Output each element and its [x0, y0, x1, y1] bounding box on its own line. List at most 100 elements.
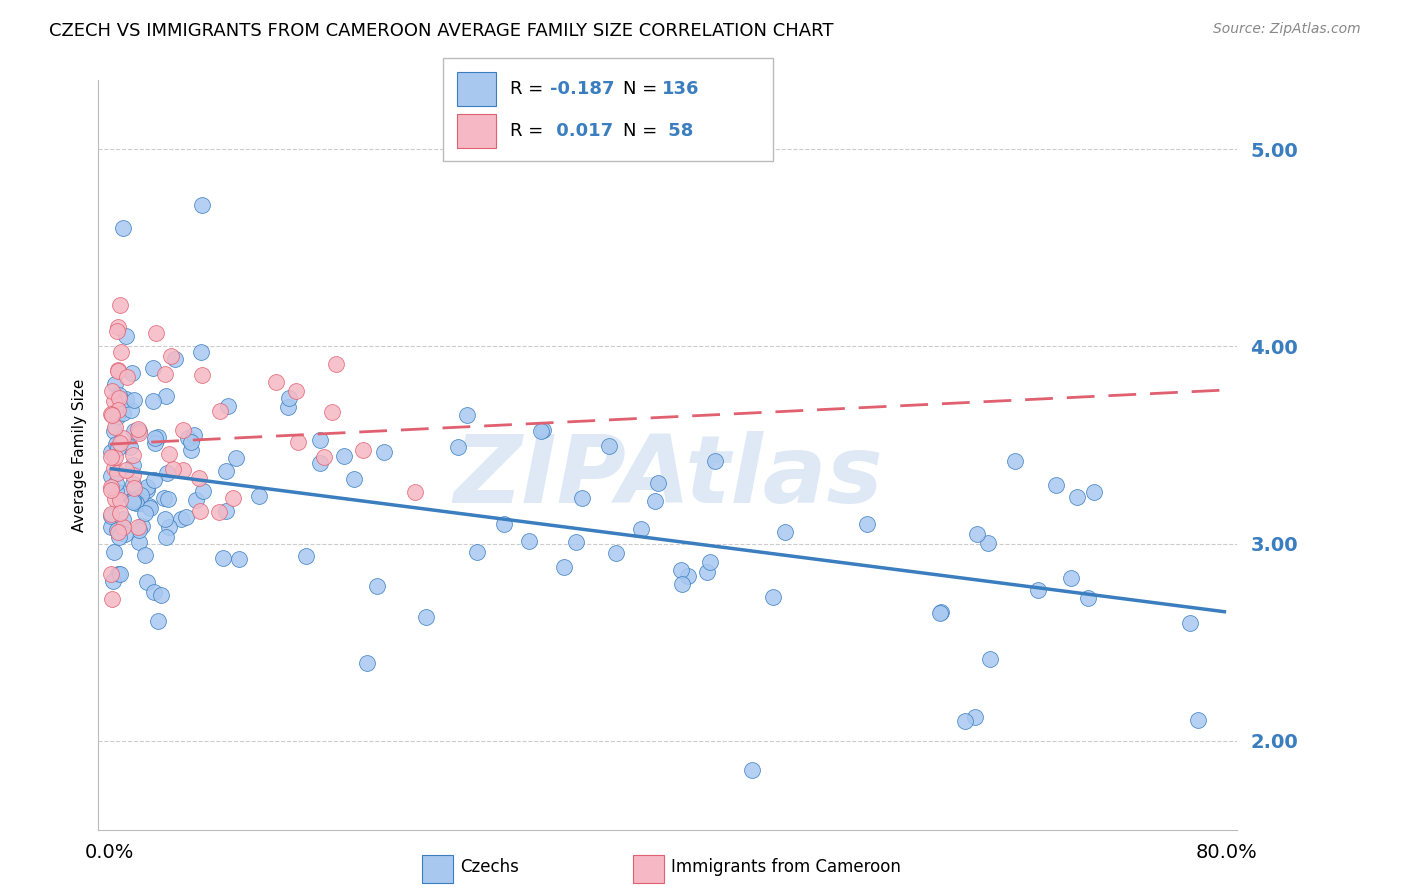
Point — [217, 400, 239, 414]
Point — [221, 491, 243, 506]
Point — [530, 425, 553, 439]
Point — [105, 409, 128, 424]
Point — [170, 512, 193, 526]
Point — [107, 567, 129, 582]
Point — [135, 479, 157, 493]
Point — [285, 384, 308, 399]
Point — [111, 486, 134, 500]
Point — [215, 504, 238, 518]
Point — [180, 442, 202, 457]
Point — [127, 422, 149, 436]
Text: 58: 58 — [662, 122, 693, 140]
Point — [856, 516, 879, 531]
Point — [103, 424, 125, 438]
Point — [110, 436, 132, 450]
Point — [117, 370, 139, 384]
Point — [139, 500, 162, 515]
Point — [107, 363, 129, 377]
Point — [101, 384, 124, 399]
Point — [699, 555, 721, 569]
Point — [671, 577, 693, 591]
Point — [553, 559, 575, 574]
Point — [105, 483, 128, 498]
Point — [531, 423, 554, 437]
Point — [108, 297, 131, 311]
Text: Source: ZipAtlas.com: Source: ZipAtlas.com — [1213, 22, 1361, 37]
Point — [143, 473, 166, 487]
Point — [1187, 713, 1209, 727]
Point — [100, 567, 122, 582]
Point — [215, 464, 238, 478]
Point — [108, 391, 131, 405]
Point — [571, 491, 593, 505]
Point — [494, 517, 516, 532]
Point — [108, 493, 131, 508]
Point — [277, 401, 299, 415]
Point — [101, 574, 124, 588]
Point — [122, 458, 145, 472]
Point — [180, 435, 202, 450]
Text: 136: 136 — [662, 80, 700, 98]
Point — [101, 408, 124, 422]
Point — [1083, 485, 1105, 500]
Point — [107, 403, 129, 417]
Point — [111, 221, 134, 235]
Point — [309, 433, 332, 447]
Point — [929, 607, 952, 621]
Point — [129, 487, 152, 501]
Point — [124, 494, 146, 508]
Point — [111, 432, 134, 446]
Point — [465, 545, 488, 559]
Point — [155, 389, 177, 403]
Point — [105, 523, 128, 537]
Point — [128, 425, 150, 440]
Point — [605, 546, 627, 560]
Point — [108, 530, 131, 544]
Point — [105, 325, 128, 339]
Point — [309, 456, 332, 470]
Point — [128, 534, 150, 549]
Point — [696, 565, 718, 579]
Point — [118, 441, 141, 455]
Point — [143, 431, 166, 445]
Point — [122, 448, 145, 462]
Point — [110, 506, 132, 520]
Point — [155, 530, 177, 544]
Point — [104, 475, 127, 490]
Text: R =: R = — [510, 122, 550, 140]
Point — [321, 405, 343, 419]
Point — [128, 523, 150, 537]
Point — [191, 368, 214, 383]
Point — [142, 360, 165, 375]
Point — [1077, 591, 1099, 606]
Point — [129, 496, 152, 510]
Point — [115, 392, 138, 406]
Point — [104, 419, 127, 434]
Point — [153, 491, 176, 506]
Text: CZECH VS IMMIGRANTS FROM CAMEROON AVERAGE FAMILY SIZE CORRELATION CHART: CZECH VS IMMIGRANTS FROM CAMEROON AVERAG… — [49, 22, 834, 40]
Point — [121, 367, 143, 381]
Point — [105, 436, 128, 450]
Point — [142, 394, 165, 409]
Y-axis label: Average Family Size: Average Family Size — [72, 378, 87, 532]
Point — [966, 527, 988, 541]
Point — [264, 376, 287, 390]
Point — [146, 429, 169, 443]
Point — [247, 489, 270, 503]
Point — [120, 403, 142, 417]
Point — [225, 450, 247, 465]
Point — [156, 466, 179, 480]
Point — [963, 710, 986, 724]
Point — [773, 524, 796, 539]
Text: ZIPAtlas: ZIPAtlas — [453, 432, 883, 524]
Point — [193, 483, 215, 498]
Point — [122, 494, 145, 508]
Point — [1004, 454, 1026, 468]
Point — [122, 493, 145, 508]
Point — [1045, 478, 1067, 492]
Point — [100, 480, 122, 494]
Point — [122, 476, 145, 491]
Point — [107, 388, 129, 402]
Point — [174, 510, 197, 524]
Point — [107, 524, 129, 539]
